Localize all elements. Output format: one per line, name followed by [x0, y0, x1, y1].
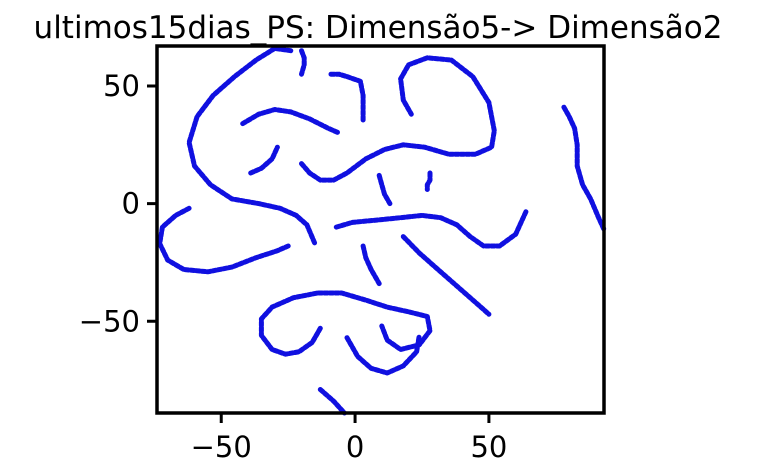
- point-series-6: [328, 71, 366, 124]
- plot-frame: [155, 44, 606, 415]
- point-series-13: [258, 290, 433, 357]
- axes-layer: −50 0 50 50 0 −50: [79, 69, 508, 464]
- point-series-5: [299, 55, 497, 183]
- point-series-16: [561, 104, 607, 232]
- point-series-11: [400, 234, 492, 317]
- x-tick-label: 0: [346, 430, 364, 464]
- point-series-10: [333, 208, 529, 249]
- point-series-8: [376, 172, 393, 207]
- data-layer: [157, 45, 607, 416]
- point-series-15: [317, 387, 347, 416]
- point-series-1: [186, 45, 318, 247]
- y-tick-label: 0: [122, 187, 140, 221]
- y-tick-label: 50: [103, 69, 140, 103]
- point-series-12: [360, 243, 382, 287]
- chart-title: ultimos15dias_PS: Dimensão5-> Dimensão2: [34, 10, 723, 46]
- point-series-2: [299, 48, 307, 77]
- y-tick-label: −50: [79, 304, 140, 338]
- point-series-7: [424, 170, 433, 192]
- x-tick-label: −50: [191, 430, 252, 464]
- point-series-3: [240, 107, 342, 136]
- point-series-14: [344, 332, 422, 376]
- point-series-4: [248, 144, 280, 176]
- x-tick-label: 50: [470, 430, 507, 464]
- point-series-9: [157, 205, 291, 275]
